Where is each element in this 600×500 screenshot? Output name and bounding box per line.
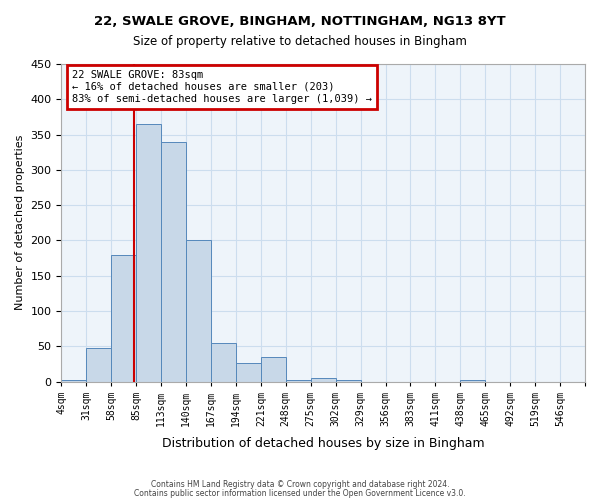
Bar: [236, 362, 261, 382]
Bar: [136, 124, 161, 382]
Text: 22, SWALE GROVE, BINGHAM, NOTTINGHAM, NG13 8YT: 22, SWALE GROVE, BINGHAM, NOTTINGHAM, NG…: [94, 15, 506, 28]
Bar: [211, 343, 236, 382]
Text: Size of property relative to detached houses in Bingham: Size of property relative to detached ho…: [133, 35, 467, 48]
Bar: [61, 380, 86, 382]
Text: Contains public sector information licensed under the Open Government Licence v3: Contains public sector information licen…: [134, 488, 466, 498]
Bar: [335, 380, 361, 382]
Bar: [111, 254, 136, 382]
Bar: [460, 380, 485, 382]
Bar: [261, 357, 286, 382]
Y-axis label: Number of detached properties: Number of detached properties: [15, 135, 25, 310]
Bar: [161, 142, 186, 382]
Text: 22 SWALE GROVE: 83sqm
← 16% of detached houses are smaller (203)
83% of semi-det: 22 SWALE GROVE: 83sqm ← 16% of detached …: [72, 70, 372, 104]
Text: Contains HM Land Registry data © Crown copyright and database right 2024.: Contains HM Land Registry data © Crown c…: [151, 480, 449, 489]
Bar: [286, 380, 311, 382]
Bar: [86, 348, 111, 382]
X-axis label: Distribution of detached houses by size in Bingham: Distribution of detached houses by size …: [162, 437, 485, 450]
Bar: [186, 240, 211, 382]
Bar: [311, 378, 335, 382]
